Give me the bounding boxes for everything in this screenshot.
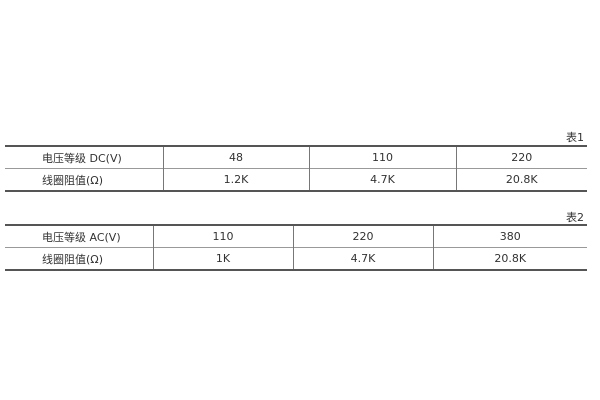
- cell: 220: [292, 225, 433, 248]
- cell: 4.7K: [292, 247, 433, 270]
- table-row: 线圈阻值(Ω) 1K 4.7K 20.8K: [5, 247, 587, 270]
- cell: 110: [308, 146, 456, 169]
- table-row: 电压等级 DC(V) 48 110 220: [5, 146, 587, 169]
- cell: 110: [152, 225, 293, 248]
- row-label: 电压等级 AC(V): [42, 230, 121, 244]
- table-row: 电压等级 AC(V) 110 220 380: [5, 225, 587, 248]
- table-row: 线圈阻值(Ω) 1.2K 4.7K 20.8K: [5, 168, 587, 191]
- cell: 220: [455, 146, 587, 169]
- cell: 380: [432, 225, 587, 248]
- table2-ac-voltage: 电压等级 AC(V) 110 220 380 线圈阻值(Ω) 1K 4.7K 2…: [5, 224, 587, 271]
- cell: 20.8K: [432, 247, 587, 270]
- table1-dc-voltage: 电压等级 DC(V) 48 110 220 线圈阻值(Ω) 1.2K 4.7K …: [5, 145, 587, 192]
- cell: 1K: [152, 247, 293, 270]
- row-label: 电压等级 DC(V): [42, 151, 122, 165]
- cell: 20.8K: [455, 168, 587, 191]
- table2-caption: 表2: [566, 211, 584, 224]
- table1-caption: 表1: [566, 131, 584, 144]
- cell: 1.2K: [162, 168, 309, 191]
- cell: 4.7K: [308, 168, 456, 191]
- row-label: 线圈阻值(Ω): [5, 168, 163, 191]
- cell: 48: [162, 146, 309, 169]
- row-label: 线圈阻值(Ω): [5, 247, 153, 270]
